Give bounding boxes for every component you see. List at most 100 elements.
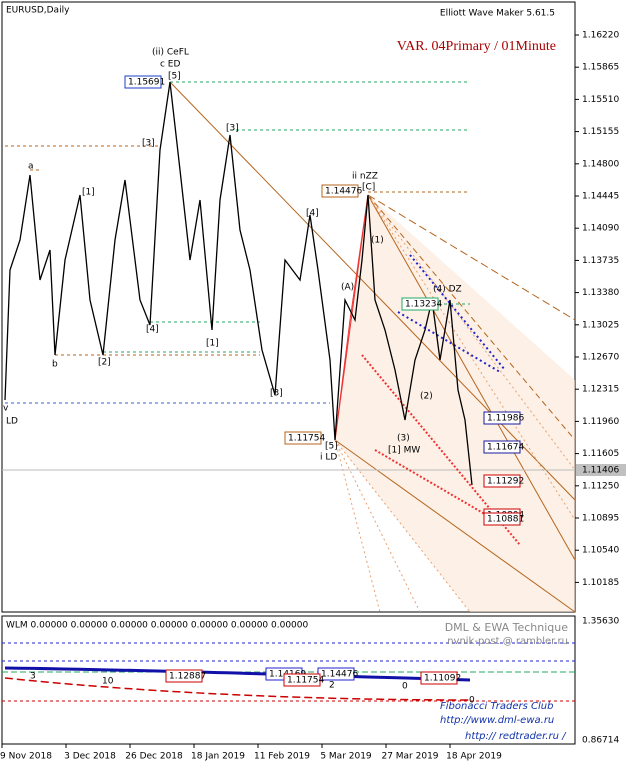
price-label: 1.14445	[582, 192, 619, 202]
wave-label: [5]	[325, 442, 338, 452]
wave-label: (2)	[420, 392, 433, 402]
wave-label: ii nZZ	[352, 172, 378, 182]
price-box	[321, 184, 359, 198]
price-label: 1.13735	[582, 256, 619, 266]
credit: http://www.dml-ewa.ru	[440, 715, 554, 726]
indicator-box	[420, 671, 458, 685]
indicator-mark: 0	[469, 696, 475, 706]
fan-lines	[334, 194, 576, 613]
wave-label: b	[52, 360, 58, 370]
indicator-box	[283, 673, 321, 687]
wave-label: [3]	[226, 124, 239, 134]
wave-label: [1]	[82, 188, 95, 198]
credit: Fibonacci Traders Club	[440, 701, 553, 712]
wave-label: [C]	[362, 183, 375, 193]
credit: DML & EWA Technique	[445, 621, 569, 634]
price-box	[401, 297, 439, 311]
price-label: 1.14090	[582, 224, 619, 234]
date-label: 3 Dec 2018	[64, 752, 116, 762]
wave-label: i LD	[320, 453, 337, 463]
price-box	[483, 512, 521, 526]
date-label: 26 Dec 2018	[125, 752, 183, 762]
wave-label: [1]	[206, 339, 219, 349]
price-box-label: 1.11986	[487, 414, 524, 424]
wave-label: (4) DZ	[433, 285, 462, 295]
price-frame	[1, 1, 576, 613]
price-label: 1.12315	[582, 385, 619, 395]
price-label: 1.12670	[582, 353, 619, 363]
price-label: 1.13380	[582, 288, 619, 298]
wave-label: [2]	[98, 358, 111, 368]
wave-label: c ED	[160, 60, 180, 70]
wave-label: [1] MW	[388, 446, 420, 456]
wave-label: (A)	[341, 283, 354, 293]
price-label: 1.16220	[582, 31, 619, 41]
price-box	[124, 75, 162, 89]
price-label: 1.10185	[582, 578, 619, 588]
price-box-label: 1.13234	[405, 300, 442, 310]
indicator-line	[4, 666, 471, 682]
price-path	[4, 81, 473, 486]
date-label: 18 Apr 2019	[446, 752, 502, 762]
price-box	[284, 431, 322, 445]
date-label: 9 Nov 2018	[0, 752, 52, 762]
price-label: 1.11605	[582, 449, 619, 459]
wave-label: (1)	[371, 236, 384, 246]
price-label: 1.10540	[582, 546, 619, 556]
wave-label: a	[28, 162, 34, 172]
indicator-values: WLM 0.00000 0.00000 0.00000 0.00000 0.00…	[6, 621, 308, 631]
wave-label: [5]	[168, 72, 181, 82]
price-label: 1.15510	[582, 95, 619, 105]
price-box-label: 1.11674	[487, 443, 524, 453]
date-label: 5 Mar 2019	[320, 752, 372, 762]
price-box	[483, 440, 521, 454]
indicator-line-red	[4, 677, 471, 701]
date-label: 11 Feb 2019	[254, 752, 310, 762]
indicator-box-label: 1.14476	[321, 670, 358, 680]
indicator-axis-label: 0.86714	[582, 736, 619, 746]
price-box-label: 1.11754	[288, 434, 325, 444]
variant: VAR. 04Primary / 01Minute	[397, 39, 556, 54]
indicator-box-label: 1.12887	[169, 672, 206, 682]
indicator-frame	[1, 615, 576, 745]
indicator-mark: 3	[30, 672, 36, 682]
indicator-mark: 2	[329, 681, 335, 691]
price-label: 1.10895	[582, 514, 619, 524]
price-box-label: 1.10881	[487, 515, 524, 525]
wave-label: v	[3, 404, 9, 414]
indicator-name: Elliott Wave Maker 5.61.5	[440, 9, 555, 19]
fan-area	[335, 195, 575, 612]
date-label: 27 Mar 2019	[381, 752, 438, 762]
wave-label: (ii) CeFL	[152, 48, 189, 58]
wave-label: LD	[6, 417, 18, 427]
wave-label: (3)	[397, 434, 410, 444]
price-label: 1.11960	[582, 417, 619, 427]
price-box-label: 1.14476	[325, 187, 362, 197]
price-label: 1.13025	[582, 320, 619, 330]
credit: nvnik-post @ rambler.ru	[447, 636, 568, 647]
wave-label: [3]	[270, 389, 283, 399]
date-label: 18 Jan 2019	[191, 752, 245, 762]
price-box	[483, 411, 521, 425]
price-label: 1.15155	[582, 127, 619, 137]
wave-label: [4]	[146, 325, 159, 335]
current-price: 1.11406	[582, 466, 619, 476]
indicator-mark: 0	[402, 682, 408, 692]
indicator-axis-label: 1.35630	[582, 617, 619, 627]
indicator-box	[165, 669, 203, 683]
indicator-mark: 10	[102, 677, 114, 687]
price-box-label: 1.11292	[487, 477, 524, 487]
price-label: 1.14800	[582, 159, 619, 169]
channel-lines	[169, 81, 576, 613]
price-label: 1.15865	[582, 63, 619, 73]
indicator-box-label: 1.11754	[287, 676, 324, 686]
credit: http:// redtrader.ru /	[465, 731, 567, 742]
price-box	[483, 474, 521, 488]
wave-label: [4]	[306, 209, 319, 219]
wave-label: [3]	[142, 139, 155, 149]
symbol: EURUSD,Daily	[6, 6, 70, 16]
indicator-box-label: 1.11092	[424, 674, 461, 684]
current-price-box	[576, 464, 626, 476]
price-box-label: 1.15691	[128, 78, 165, 88]
